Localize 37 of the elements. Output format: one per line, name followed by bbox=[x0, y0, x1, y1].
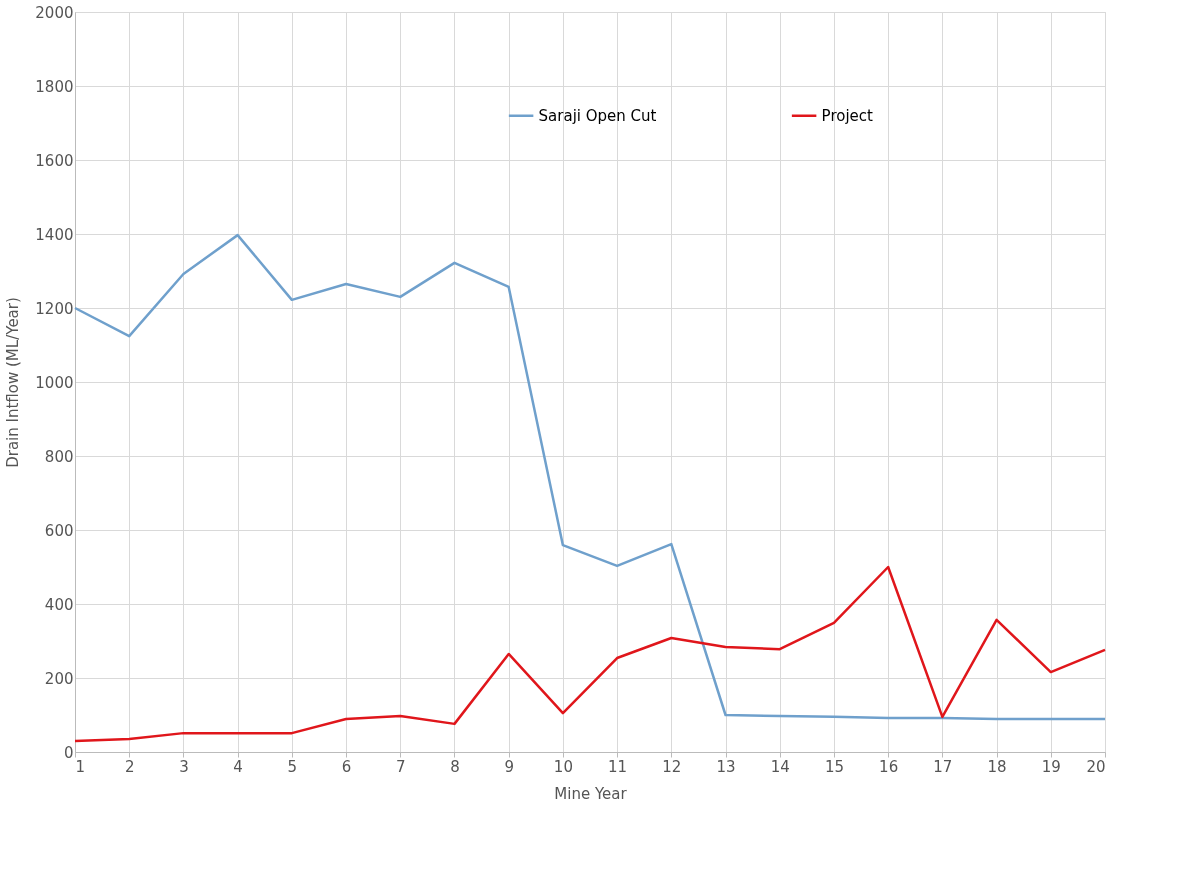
y-tick-label: 800 bbox=[44, 447, 74, 466]
y-tick-label: 1800 bbox=[35, 77, 74, 96]
legend-label: Project bbox=[821, 106, 874, 125]
legend-label: Saraji Open Cut bbox=[538, 106, 657, 125]
x-tick-label: 6 bbox=[341, 757, 352, 776]
y-axis-title: Drain Intflow (ML/Year) bbox=[4, 297, 23, 468]
x-tick-label: 9 bbox=[504, 757, 514, 776]
x-tick-label: 1 bbox=[75, 757, 86, 776]
x-tick-label: 10 bbox=[553, 757, 573, 776]
x-tick-label: 2 bbox=[124, 757, 135, 776]
x-tick-label: 3 bbox=[179, 757, 189, 776]
line-series bbox=[73, 233, 1107, 721]
x-tick-label: 7 bbox=[395, 757, 406, 776]
x-tick-label: 16 bbox=[879, 757, 899, 776]
x-tick-label: 18 bbox=[987, 757, 1007, 776]
y-tick-label: 600 bbox=[44, 521, 74, 540]
x-tick-label: 4 bbox=[233, 757, 243, 776]
x-tick-label: 12 bbox=[662, 757, 682, 776]
y-tick-label: 1400 bbox=[35, 225, 74, 244]
y-tick-label: 1600 bbox=[35, 151, 74, 170]
x-tick-label: 14 bbox=[770, 757, 790, 776]
x-tick-label: 17 bbox=[933, 757, 953, 776]
x-tick-label: 20 bbox=[1086, 757, 1106, 776]
x-tick-label: 5 bbox=[287, 757, 298, 776]
y-tick-label: 2000 bbox=[35, 3, 74, 22]
x-axis-title: Mine Year bbox=[554, 784, 628, 803]
y-tick-label: 0 bbox=[63, 743, 74, 762]
x-tick-label: 15 bbox=[824, 757, 844, 776]
y-tick-label: 1000 bbox=[35, 373, 74, 392]
x-tick-label: 8 bbox=[450, 757, 460, 776]
y-tick-label: 1200 bbox=[35, 299, 74, 318]
y-tick-label: 200 bbox=[44, 669, 74, 688]
line-series bbox=[73, 565, 1107, 743]
x-tick-label: 11 bbox=[608, 757, 628, 776]
x-tick-label: 19 bbox=[1041, 757, 1061, 776]
x-tick-label: 13 bbox=[716, 757, 736, 776]
y-tick-label: 400 bbox=[44, 595, 74, 614]
